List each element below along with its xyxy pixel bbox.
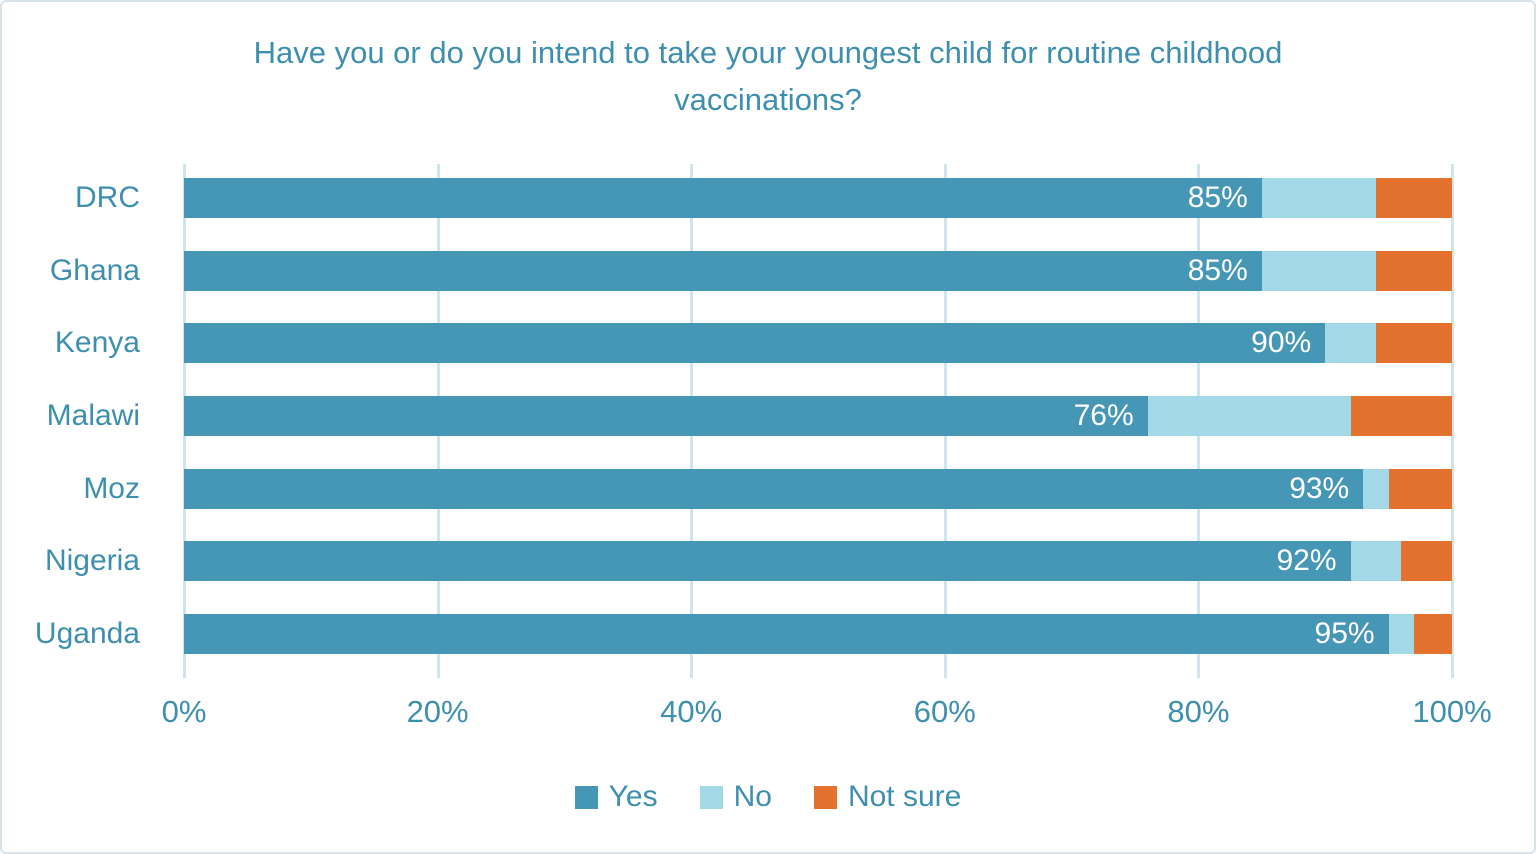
bar-segment-not-sure <box>1413 613 1452 654</box>
legend-label: No <box>733 780 772 813</box>
bar-value-label: 92% <box>1276 544 1337 578</box>
bar-value-label: 93% <box>1289 471 1350 505</box>
x-axis-tick-label: 20% <box>406 694 469 729</box>
bar-segment-not-sure <box>1388 468 1452 509</box>
bar-segment-no <box>1350 541 1402 582</box>
legend: Yes No Not sure <box>2 780 1534 814</box>
bar-row: 90% <box>184 323 1452 364</box>
plot-area: 85% 85% 90% 76% 93% 92% 95% <box>183 164 1454 678</box>
category-axis: DRC Ghana Kenya Malawi Moz Nigeria Uganda <box>2 164 162 678</box>
bar-segment-yes: 76% <box>184 395 1148 436</box>
bar-rows: 85% 85% 90% 76% 93% 92% 95% <box>184 178 1452 654</box>
bar-value-label: 85% <box>1187 181 1248 214</box>
category-label: Nigeria <box>44 544 140 578</box>
legend-item-no: No <box>699 780 772 814</box>
bar-value-label: 76% <box>1073 398 1134 432</box>
bar-segment-no <box>1261 250 1376 291</box>
legend-swatch-icon <box>813 785 837 809</box>
bar-value-label: 95% <box>1314 616 1375 650</box>
bar-segment-no <box>1325 323 1376 364</box>
bar-segment-no <box>1147 395 1351 436</box>
bar-segment-no <box>1261 178 1376 218</box>
x-axis-tick-label: 100% <box>1412 694 1492 729</box>
bar-segment-yes: 90% <box>184 323 1326 364</box>
legend-item-not-sure: Not sure <box>813 780 962 814</box>
x-axis-tick-label: 80% <box>1167 694 1230 729</box>
bar-row: 92% <box>184 541 1452 582</box>
bar-row: 95% <box>184 613 1452 654</box>
gridline <box>1451 164 1454 678</box>
bar-segment-not-sure <box>1375 323 1452 364</box>
bar-segment-no <box>1388 613 1414 654</box>
chart-title: Have you or do you intend to take your y… <box>253 35 1283 117</box>
legend-label: Yes <box>608 780 658 813</box>
bar-segment-not-sure <box>1375 178 1452 218</box>
bar-segment-not-sure <box>1401 541 1452 582</box>
x-axis: 0% 20% 40% 60% 80% 100% <box>162 694 1492 738</box>
category-label: Malawi <box>46 398 140 432</box>
bar-segment-not-sure <box>1350 395 1452 436</box>
x-axis-tick-label: 60% <box>913 694 976 729</box>
legend-item-yes: Yes <box>574 780 658 814</box>
legend-swatch-icon <box>574 785 598 809</box>
bar-segment-no <box>1363 468 1389 509</box>
bar-row: 85% <box>184 178 1452 218</box>
legend-label: Not sure <box>847 780 962 813</box>
bar-row: 93% <box>184 468 1452 509</box>
bar-value-label: 85% <box>1187 253 1248 287</box>
bar-segment-yes: 93% <box>184 468 1364 509</box>
bar-segment-yes: 85% <box>184 250 1262 291</box>
bar-segment-yes: 95% <box>184 613 1389 654</box>
category-label: Moz <box>83 471 140 505</box>
bar-segment-yes: 92% <box>184 541 1351 582</box>
bar-segment-not-sure <box>1375 250 1452 291</box>
category-label: Uganda <box>34 616 140 650</box>
category-label: Ghana <box>49 253 140 287</box>
bar-value-label: 90% <box>1251 326 1312 360</box>
category-label: DRC <box>75 181 140 214</box>
bar-row: 76% <box>184 395 1452 436</box>
category-label: Kenya <box>54 326 140 360</box>
x-axis-tick-label: 0% <box>161 694 207 729</box>
bar-row: 85% <box>184 250 1452 291</box>
legend-swatch-icon <box>699 785 723 809</box>
x-axis-tick-label: 40% <box>660 694 723 729</box>
bar-segment-yes: 85% <box>184 178 1262 218</box>
